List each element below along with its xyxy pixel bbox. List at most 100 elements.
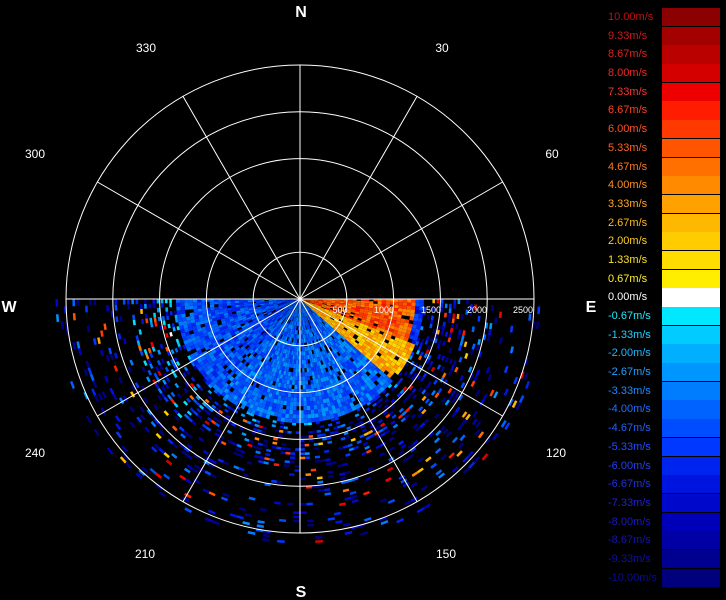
velocity-bin <box>352 380 358 386</box>
velocity-bin <box>323 335 328 340</box>
velocity-bin <box>225 319 231 323</box>
velocity-bin <box>427 354 432 361</box>
velocity-bin <box>347 348 352 353</box>
velocity-bin <box>275 309 280 313</box>
velocity-bin <box>223 388 230 394</box>
velocity-bin <box>410 351 415 357</box>
velocity-bin <box>164 383 170 390</box>
velocity-bin <box>306 311 309 316</box>
azimuth-spoke <box>299 298 503 417</box>
velocity-bin <box>271 334 276 339</box>
velocity-bin <box>415 302 420 307</box>
velocity-bin <box>362 441 369 447</box>
velocity-bin <box>289 305 293 309</box>
velocity-bin <box>201 401 207 407</box>
velocity-bin <box>294 355 297 360</box>
velocity-bin <box>327 357 332 362</box>
velocity-bin <box>386 343 392 349</box>
velocity-bin <box>311 318 315 323</box>
velocity-bin <box>300 305 301 310</box>
velocity-bin <box>203 460 210 466</box>
velocity-bin <box>238 328 243 333</box>
velocity-bin <box>284 460 290 464</box>
velocity-bin <box>141 318 145 325</box>
velocity-bin <box>332 426 338 430</box>
velocity-bin <box>223 352 229 357</box>
velocity-bin <box>119 315 123 322</box>
velocity-bin <box>197 349 203 355</box>
velocity-bin <box>470 380 476 387</box>
velocity-bin <box>293 515 300 519</box>
velocity-bin <box>401 311 407 316</box>
velocity-bin <box>284 307 289 310</box>
velocity-bin <box>353 445 359 450</box>
velocity-bin <box>320 368 324 374</box>
velocity-bin <box>195 395 201 401</box>
velocity-bin <box>221 369 228 375</box>
velocity-bin <box>368 305 374 309</box>
velocity-bin <box>279 347 283 353</box>
velocity-bin <box>273 463 280 467</box>
velocity-bin <box>144 299 147 304</box>
velocity-bin <box>306 325 309 330</box>
velocity-bin <box>258 370 263 376</box>
velocity-bin <box>72 313 76 321</box>
legend-label: 4.00m/s <box>608 179 648 192</box>
velocity-bin <box>454 323 459 329</box>
velocity-bin <box>257 402 263 408</box>
velocity-bin <box>368 384 374 391</box>
angle-label-210: 210 <box>135 547 155 561</box>
velocity-bin <box>398 440 405 446</box>
velocity-bin <box>261 412 267 419</box>
velocity-bin <box>243 302 248 305</box>
velocity-bin <box>351 499 359 504</box>
velocity-bin <box>330 418 336 422</box>
velocity-bin <box>249 370 254 376</box>
velocity-bin <box>360 304 365 308</box>
velocity-bin <box>359 322 365 327</box>
velocity-bin <box>319 310 324 314</box>
velocity-bin <box>216 316 221 321</box>
velocity-bin <box>266 379 271 384</box>
velocity-bin <box>294 308 297 313</box>
velocity-bin <box>364 340 370 345</box>
velocity-bin <box>418 314 423 319</box>
velocity-bin <box>288 305 292 308</box>
velocity-bin <box>305 325 308 330</box>
velocity-bin <box>277 311 281 315</box>
velocity-bin <box>358 326 363 331</box>
velocity-bin <box>266 310 272 314</box>
velocity-bin <box>306 307 309 311</box>
azimuth-spoke <box>299 298 418 502</box>
velocity-bin <box>212 341 218 347</box>
velocity-bin <box>220 318 226 322</box>
velocity-bin <box>369 340 375 346</box>
velocity-bin <box>319 351 323 357</box>
velocity-bin <box>286 341 290 346</box>
velocity-bin <box>327 406 333 411</box>
velocity-bin <box>157 316 161 322</box>
velocity-bin <box>351 321 356 325</box>
velocity-bin <box>161 316 165 321</box>
velocity-bin <box>311 313 315 318</box>
velocity-bin <box>199 344 205 350</box>
velocity-bin <box>217 364 223 370</box>
velocity-bin <box>341 358 346 364</box>
velocity-bin <box>266 318 271 322</box>
velocity-bin <box>438 339 442 345</box>
velocity-bin <box>287 304 292 308</box>
velocity-bin <box>210 312 216 316</box>
velocity-bin <box>397 327 403 333</box>
velocity-bin <box>255 397 261 403</box>
velocity-bin <box>109 387 115 395</box>
velocity-bin <box>240 309 245 313</box>
velocity-bin <box>363 432 369 437</box>
velocity-bin <box>278 408 283 414</box>
velocity-bin <box>233 409 239 414</box>
velocity-bin <box>215 347 221 352</box>
velocity-bin <box>344 315 350 319</box>
velocity-bin <box>348 378 353 384</box>
velocity-bin <box>253 328 258 333</box>
velocity-bin <box>370 317 376 321</box>
velocity-bin <box>504 422 511 430</box>
